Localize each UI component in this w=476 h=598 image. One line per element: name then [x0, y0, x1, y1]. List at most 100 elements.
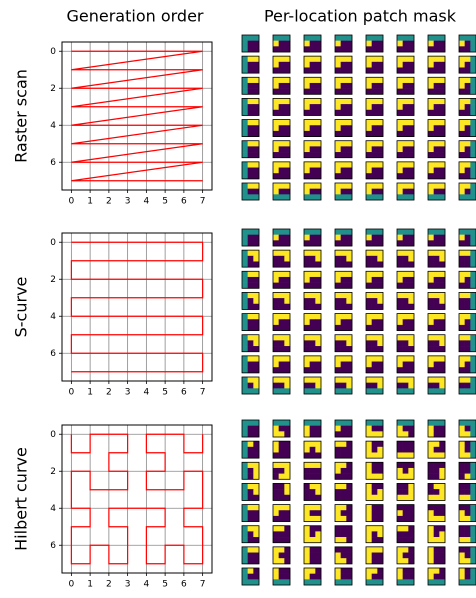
mask-cell [366, 234, 372, 241]
patch-mask [241, 525, 260, 544]
mask-cell [346, 377, 353, 383]
mask-cell [464, 515, 471, 522]
mask-cell [315, 250, 322, 257]
mask-frame [241, 119, 260, 137]
mask-cell [377, 361, 384, 368]
patch-mask [365, 419, 384, 438]
mask-frame [241, 546, 260, 565]
mask-cell [273, 546, 279, 553]
mask-cell [371, 324, 378, 331]
mask-cell [433, 35, 440, 41]
mask-cell [459, 467, 465, 474]
mask-cell [397, 88, 403, 95]
mask-cell [470, 98, 476, 105]
mask-cell [242, 388, 248, 395]
mask-frame [241, 334, 260, 353]
mask-frame [334, 355, 353, 374]
mask-cell [346, 46, 353, 53]
mask-cell [470, 319, 476, 326]
mask-cell [371, 250, 378, 257]
mask-frame [458, 228, 476, 247]
mask-cell [309, 67, 316, 74]
mask-cell [340, 261, 347, 268]
mask-frame [365, 76, 384, 95]
mask-frame [303, 182, 322, 201]
patch-mask [458, 34, 476, 53]
mask-cell [377, 355, 384, 362]
mask-frame [458, 161, 476, 180]
mask-frame [458, 567, 476, 586]
mask-cell [284, 558, 291, 565]
mask-cell [464, 346, 471, 353]
mask-cell [247, 515, 254, 522]
mask-cell [242, 355, 248, 362]
mask-cell [377, 431, 384, 438]
mask-cell [397, 425, 403, 432]
mask-frame [272, 55, 291, 74]
patch-mask [334, 419, 353, 438]
mask-cell [459, 292, 465, 299]
mask-cell [273, 324, 279, 331]
mask-frame [396, 182, 415, 201]
mask-cell [470, 334, 476, 341]
mask-cell [284, 56, 291, 63]
mask-cell [470, 240, 476, 247]
patch-mask [241, 34, 260, 53]
mask-cell [408, 452, 415, 459]
mask-cell [315, 367, 322, 374]
mask-cell [242, 140, 248, 147]
mask-frame [427, 249, 446, 268]
patch-mask [427, 461, 446, 480]
mask-cell [428, 88, 434, 95]
mask-cell [335, 319, 341, 326]
mask-frame [303, 270, 322, 289]
mask-cell [278, 282, 285, 289]
mask-cell [273, 88, 279, 95]
mask-cell [242, 146, 248, 153]
mask-cell [346, 229, 353, 235]
mask-cell [397, 504, 403, 511]
mask-cell [464, 531, 471, 538]
mask-frame [458, 292, 476, 310]
mask-cell [402, 255, 409, 262]
mask-cell [273, 462, 279, 469]
mask-frame [272, 567, 291, 586]
mask-cell [428, 261, 434, 268]
mask-cell [242, 483, 248, 490]
mask-cell [470, 546, 476, 553]
mask-cell [408, 324, 415, 331]
patch-mask [396, 119, 415, 137]
mask-cell [242, 537, 248, 544]
mask-cell [470, 425, 476, 432]
mask-cell [428, 183, 434, 189]
mask-cell [428, 494, 434, 501]
patch-mask [303, 440, 322, 459]
mask-cell [253, 483, 260, 490]
patch-mask [427, 270, 446, 289]
mask-frame [303, 419, 322, 438]
mask-cell [278, 367, 285, 374]
mask-cell [459, 573, 465, 580]
mask-cell [304, 183, 310, 189]
mask-cell [464, 494, 471, 501]
mask-cell [408, 35, 415, 41]
mask-cell [340, 61, 347, 68]
mask-cell [408, 298, 415, 305]
mask-cell [371, 446, 378, 453]
mask-frame [365, 161, 384, 180]
mask-cell [459, 313, 465, 320]
x-tick-label: 2 [106, 388, 112, 398]
patch-mask [458, 249, 476, 268]
patch-mask [365, 461, 384, 480]
mask-cell [408, 537, 415, 544]
mask-cell [397, 367, 403, 374]
mask-cell [408, 46, 415, 53]
mask-cell [439, 568, 446, 574]
mask-cell [309, 319, 316, 326]
mask-cell [428, 510, 434, 517]
mask-frame [272, 355, 291, 374]
mask-cell [247, 313, 254, 320]
mask-cell [408, 188, 415, 195]
mask-frame [303, 461, 322, 480]
mask-cell [340, 346, 347, 353]
